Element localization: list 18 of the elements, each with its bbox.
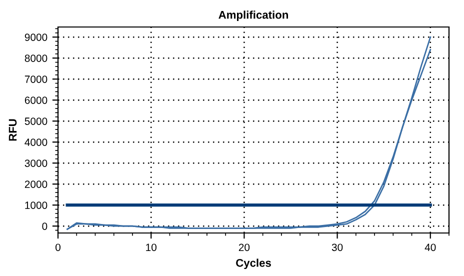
y-tick-label: 8000	[24, 54, 48, 62]
x-axis-title: Cycles	[236, 258, 271, 270]
x-tick-label: 0	[56, 244, 60, 252]
x-tick-label: 30	[332, 244, 343, 252]
y-axis-title: RFU	[8, 119, 17, 141]
chart-title: Amplification	[218, 10, 288, 21]
y-tick-label: 4000	[24, 138, 48, 146]
y-tick-label: 2000	[24, 180, 48, 188]
y-tick-label: 5000	[24, 118, 48, 125]
y-tick-label: 7000	[24, 76, 48, 83]
x-tick-label: 40	[424, 244, 436, 252]
y-tick-label: 6000	[24, 96, 48, 104]
y-tick-label: 0	[42, 222, 48, 230]
x-tick-label: 10	[146, 244, 156, 252]
y-tick-label: 1000	[25, 202, 48, 209]
x-tick-label: 20	[238, 244, 250, 252]
y-tick-label: 3000	[24, 160, 48, 167]
y-tick-label: 9000	[24, 34, 48, 41]
